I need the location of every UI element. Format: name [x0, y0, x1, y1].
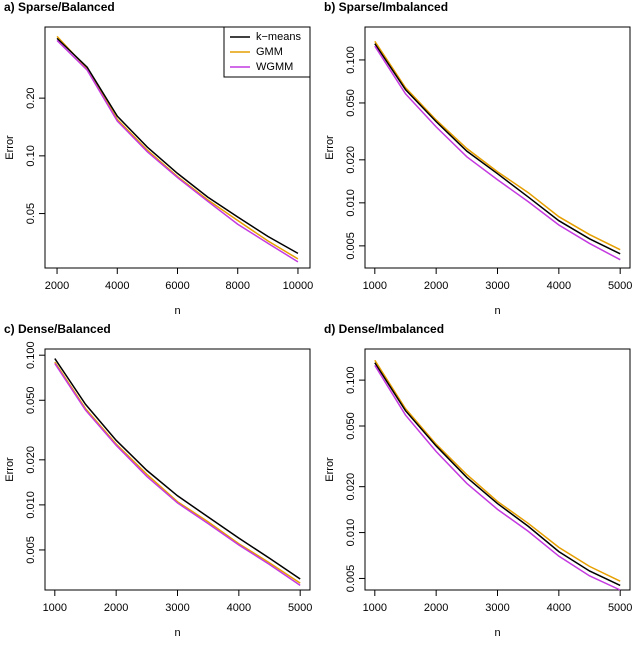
y-axis-label: Error — [324, 135, 336, 160]
legend-label: WGMM — [256, 61, 293, 73]
x-tick-label: 5000 — [608, 602, 632, 614]
y-tick-label: 0.005 — [345, 232, 357, 260]
y-tick-label: 0.050 — [345, 412, 357, 440]
panel: c) Dense/Balanced n Error 1000 2000 3000 4000 5… — [4, 322, 313, 639]
x-tick-label: 10000 — [283, 280, 314, 292]
x-tick-label: 4000 — [105, 280, 129, 292]
series-line — [56, 39, 299, 263]
series-line — [54, 361, 301, 584]
y-tick-label: 0.020 — [345, 473, 357, 501]
panel: d) Dense/Imbalanced n Error 1000 2000 3000 400… — [324, 322, 633, 639]
x-tick-label: 3000 — [165, 602, 189, 614]
plot-frame — [44, 348, 311, 591]
y-tick-label: 0.010 — [345, 519, 357, 547]
series-line — [54, 358, 301, 580]
y-tick-label: 0.005 — [345, 565, 357, 593]
x-tick-label: 1000 — [363, 280, 387, 292]
y-axis-label: Error — [4, 457, 16, 482]
x-tick-label: 2000 — [424, 602, 448, 614]
x-tick-label: 6000 — [165, 280, 189, 292]
y-tick-label: 0.010 — [25, 491, 37, 519]
y-tick-label: 0.100 — [345, 46, 357, 74]
series-line — [374, 45, 621, 261]
plot-frame — [364, 26, 631, 269]
series-line — [374, 40, 621, 251]
x-tick-label: 5000 — [288, 602, 312, 614]
x-tick-label: 4000 — [227, 602, 251, 614]
series-line — [374, 359, 621, 582]
legend-label: k−means — [256, 31, 301, 43]
x-tick-label: 5000 — [608, 280, 632, 292]
plot-frame — [364, 348, 631, 591]
series-line — [56, 37, 299, 255]
panel: b) Sparse/Imbalanced n Error 1000 2000 3000 40… — [324, 0, 633, 317]
series-line — [374, 43, 621, 255]
y-tick-label: 0.020 — [345, 146, 357, 174]
y-tick-label: 0.050 — [345, 89, 357, 117]
x-tick-label: 2000 — [424, 280, 448, 292]
x-tick-label: 4000 — [547, 602, 571, 614]
y-tick-label: 0.100 — [345, 366, 357, 394]
x-axis-label: n — [494, 305, 500, 317]
x-tick-label: 4000 — [547, 280, 571, 292]
y-tick-label: 0.020 — [25, 446, 37, 474]
series-line — [374, 364, 621, 591]
x-tick-label: 2000 — [104, 602, 128, 614]
x-axis-label: n — [494, 627, 500, 639]
panel: a) Sparse/Balanced n Error 2000 4000 6000 8000… — [4, 0, 313, 317]
x-axis-label: n — [174, 305, 180, 317]
y-tick-label: 0.20 — [25, 87, 37, 108]
series-line — [54, 363, 301, 586]
x-tick-label: 8000 — [225, 280, 249, 292]
x-tick-label: 2000 — [45, 280, 69, 292]
x-axis-label: n — [174, 627, 180, 639]
y-axis-label: Error — [324, 457, 336, 482]
y-tick-label: 0.100 — [25, 341, 37, 369]
panel-title: b) Sparse/Imbalanced — [324, 0, 448, 14]
y-tick-label: 0.010 — [345, 189, 357, 217]
x-tick-label: 3000 — [485, 280, 509, 292]
y-tick-label: 0.050 — [25, 386, 37, 414]
x-tick-label: 3000 — [485, 602, 509, 614]
series-line — [56, 35, 299, 260]
x-tick-label: 1000 — [43, 602, 67, 614]
panel-title: a) Sparse/Balanced — [4, 0, 115, 14]
panel-title: c) Dense/Balanced — [4, 322, 111, 336]
y-tick-label: 0.005 — [25, 536, 37, 564]
x-tick-label: 1000 — [363, 602, 387, 614]
legend-label: GMM — [256, 46, 283, 58]
panel-title: d) Dense/Imbalanced — [324, 322, 444, 336]
y-tick-label: 0.05 — [25, 203, 37, 224]
y-axis-label: Error — [4, 135, 16, 160]
y-tick-label: 0.10 — [25, 145, 37, 166]
series-line — [374, 362, 621, 587]
